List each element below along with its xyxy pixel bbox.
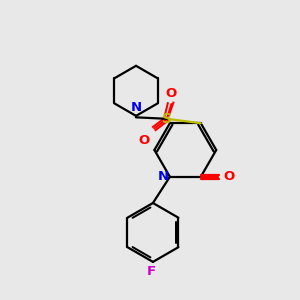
Text: S: S: [162, 112, 172, 126]
Text: N: N: [157, 170, 168, 183]
Text: N: N: [130, 101, 142, 114]
Text: O: O: [166, 87, 177, 100]
Text: O: O: [138, 134, 149, 146]
Text: F: F: [147, 265, 156, 278]
Text: O: O: [223, 170, 234, 183]
